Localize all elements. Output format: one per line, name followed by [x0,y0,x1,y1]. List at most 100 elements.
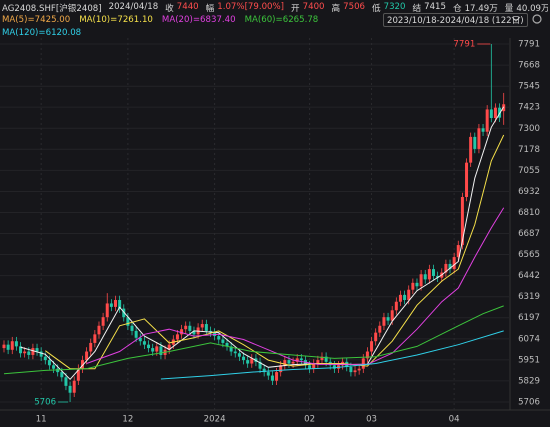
quote-label: 开 [291,4,300,14]
candle-body [52,365,56,369]
candle-body [242,356,246,361]
candle-body [390,310,394,321]
candle-body [64,377,68,386]
candle-body [415,282,419,287]
symbol: AG2408.SHF[沪银2408] [2,4,102,14]
candle-body [324,356,328,362]
quote-item: 开 7400 [291,2,324,14]
quote-label: 仓 [452,4,462,14]
candle-body [320,356,324,361]
candle-body [452,257,456,270]
quote-label: 幅 [205,4,215,14]
candle-body [353,370,357,373]
candle-body [266,372,270,376]
quote-label: 结 [412,4,422,14]
quote-item: 低 7320 [372,2,405,14]
candle-body [493,107,497,119]
candle-body [229,346,233,352]
candle-body [200,324,204,328]
y-tick-label: 7178 [518,145,540,155]
x-tick-label: 03 [366,415,377,425]
candle-body [76,368,80,381]
y-tick-label: 7545 [518,82,540,92]
candle-body [192,330,196,335]
quote-label: 低 [372,4,381,14]
candle-body [138,337,142,342]
candle-body [456,245,460,258]
candle-body [448,263,452,270]
y-tick-label: 5706 [518,398,540,408]
quote-label: 量 [504,4,514,14]
x-tick-label: 02 [304,415,315,425]
candle-body [56,368,60,373]
candle-body [93,334,97,343]
quote-item: 高 7506 [332,2,365,14]
candle-body [473,136,477,149]
candle-body [89,342,93,352]
candle-body [365,351,369,359]
candle-body [101,317,105,326]
legend-entry: MA(5)=7425.00 [2,15,71,25]
x-tick-label: 11 [36,415,47,425]
candle-body [159,346,163,355]
candle-body [27,351,31,355]
candle-body [167,344,171,350]
candle-body [31,348,35,355]
quote-item: 量 40.09万 [505,2,548,14]
candle-body [6,344,10,350]
candle-body [370,341,374,352]
quote-item: 幅 1.07%[79.00%] [206,2,284,14]
candle-body [361,358,365,369]
candle-body [419,274,423,287]
candle-body [485,109,489,132]
y-tick-label: 6810 [518,208,540,218]
candle-body [295,358,299,362]
candle-body [299,358,303,361]
candle-body [126,317,130,326]
candle-body [312,363,316,369]
candle-body [109,303,113,307]
y-tick-label: 7791 [518,40,540,50]
candle-body [147,344,151,349]
candle-body [217,336,221,340]
candle-body [105,303,109,318]
y-tick-label: 7300 [518,124,540,134]
min-annotation: 5706 [34,398,56,408]
candle-body [246,360,250,364]
candle-body [460,196,464,246]
candle-body [2,344,6,349]
settings-icon [532,14,542,24]
date-range[interactable]: 2023/10/18-2024/04/18 (122日) [383,13,528,27]
candle-body [436,275,440,278]
candle-body [122,308,126,318]
candle-body [184,325,188,330]
candle-body [155,346,159,352]
ma-legend-2: MA(120)=6120.08 [2,28,81,38]
candle-body [258,361,262,369]
candle-body [204,324,208,331]
candle-body [35,348,39,352]
candle-body [394,301,398,311]
candle-body [386,317,390,321]
candle-body [233,351,237,354]
candle-body [403,294,407,301]
candle-body [374,332,378,342]
quote-value: 40.09万 [516,4,548,14]
candle-body [262,368,266,373]
candle-body [398,294,402,302]
candle-body [423,274,427,280]
candle-body [80,360,84,369]
candle-body [291,361,295,364]
candle-body [489,109,493,119]
candle-body [180,329,184,335]
quote-label: 高 [331,4,341,14]
x-tick-label: 04 [449,415,460,425]
quote-item: 结 7415 [413,2,446,14]
candle-body [130,325,134,331]
y-tick-label: 5829 [518,376,540,386]
legend-entry: MA(120)=6120.08 [2,28,82,38]
candle-body [444,263,448,273]
candle-body [60,372,64,378]
candle-body [407,289,411,301]
candle-body [237,353,241,357]
